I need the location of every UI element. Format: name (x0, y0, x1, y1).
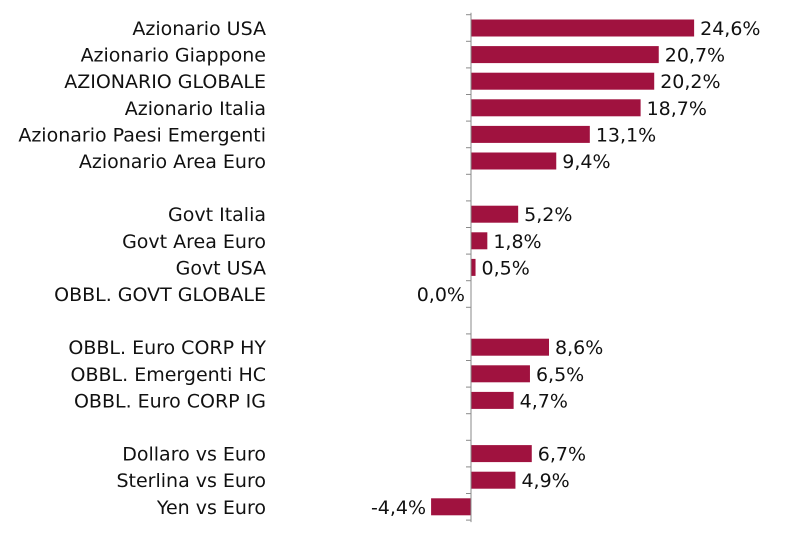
bar (471, 19, 695, 37)
bar (471, 338, 550, 356)
category-label: Azionario Italia (125, 98, 266, 120)
category-label: OBBL. Euro CORP HY (68, 337, 266, 359)
category-label: Govt USA (176, 257, 266, 279)
bar (471, 125, 590, 143)
bar (471, 99, 641, 117)
value-label: 1,8% (493, 231, 541, 253)
category-label: Azionario USA (132, 18, 266, 40)
value-label: 20,2% (660, 71, 720, 93)
value-label: 4,9% (521, 470, 569, 492)
bar (471, 46, 659, 64)
value-label: 0,0% (417, 284, 465, 306)
bar (471, 72, 655, 90)
bar (471, 471, 516, 489)
value-label: -4,4% (371, 497, 426, 519)
value-label: 4,7% (520, 390, 568, 412)
value-label: 0,5% (482, 257, 530, 279)
category-label: Dollaro vs Euro (122, 444, 266, 466)
bar (431, 498, 471, 516)
value-label: 5,2% (524, 204, 572, 226)
category-label: Govt Area Euro (122, 231, 266, 253)
category-label: AZIONARIO GLOBALE (64, 71, 266, 93)
value-label: 6,7% (538, 444, 586, 466)
category-label: Azionario Giappone (81, 45, 266, 67)
value-label: 20,7% (665, 45, 725, 67)
bar (471, 365, 530, 383)
bar (471, 258, 476, 276)
category-label: OBBL. Emergenti HC (71, 364, 266, 386)
bar (471, 232, 488, 250)
value-label: 13,1% (596, 124, 656, 146)
category-label: Azionario Paesi Emergenti (18, 124, 266, 146)
category-label: Sterlina vs Euro (116, 470, 266, 492)
category-label: Govt Italia (168, 204, 266, 226)
category-label: OBBL. Euro CORP IG (74, 390, 266, 412)
category-label: Yen vs Euro (156, 497, 266, 519)
bar (471, 391, 514, 409)
value-label: 6,5% (536, 364, 584, 386)
bar (471, 445, 532, 463)
bar (471, 205, 519, 223)
bars-group (431, 19, 695, 516)
category-label: OBBL. GOVT GLOBALE (54, 284, 266, 306)
bar (471, 152, 557, 170)
labels-group: Azionario USA 24,6% Azionario Giappone 20,7… (18, 18, 760, 519)
category-label: Azionario Area Euro (79, 151, 266, 173)
value-label: 18,7% (647, 98, 707, 120)
zero-axis (466, 12, 472, 523)
value-label: 9,4% (562, 151, 610, 173)
value-label: 8,6% (555, 337, 603, 359)
value-label: 24,6% (700, 18, 760, 40)
